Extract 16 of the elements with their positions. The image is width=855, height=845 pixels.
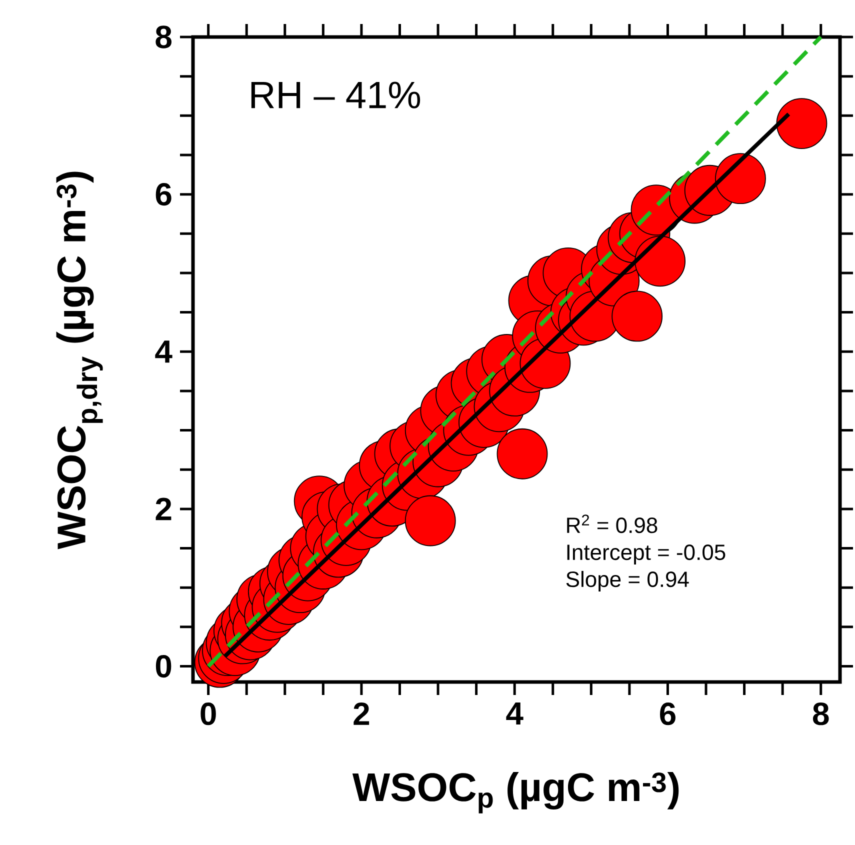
annotation: RH – 41% bbox=[251, 82, 420, 108]
x-tick-label: 4 bbox=[506, 702, 524, 725]
annotation: Slope = 0.94 bbox=[566, 570, 689, 592]
y-tick-label: 2 bbox=[156, 498, 172, 520]
y-axis-title: WSOC$_{p,dry}$ (µgC m$^{-3}$) bbox=[56, 172, 103, 550]
x-tick-label: 0 bbox=[200, 702, 216, 726]
y-tick-label: 8 bbox=[156, 26, 172, 48]
annotation: Intercept = -0.05 bbox=[567, 544, 726, 564]
x-axis-title: WSOC$_{p}$ (µgC m$^{-3}$) bbox=[352, 772, 679, 814]
annotation: R$^{2}$ = 0.98 bbox=[567, 514, 658, 534]
x-tick-label: 2 bbox=[354, 702, 370, 725]
x-tick-label: 8 bbox=[812, 702, 829, 726]
y-tick-label: 0 bbox=[156, 654, 172, 678]
y-tick-label: 4 bbox=[155, 340, 172, 363]
y-tick-label: 6 bbox=[156, 182, 172, 206]
x-tick-label: 6 bbox=[660, 702, 676, 726]
